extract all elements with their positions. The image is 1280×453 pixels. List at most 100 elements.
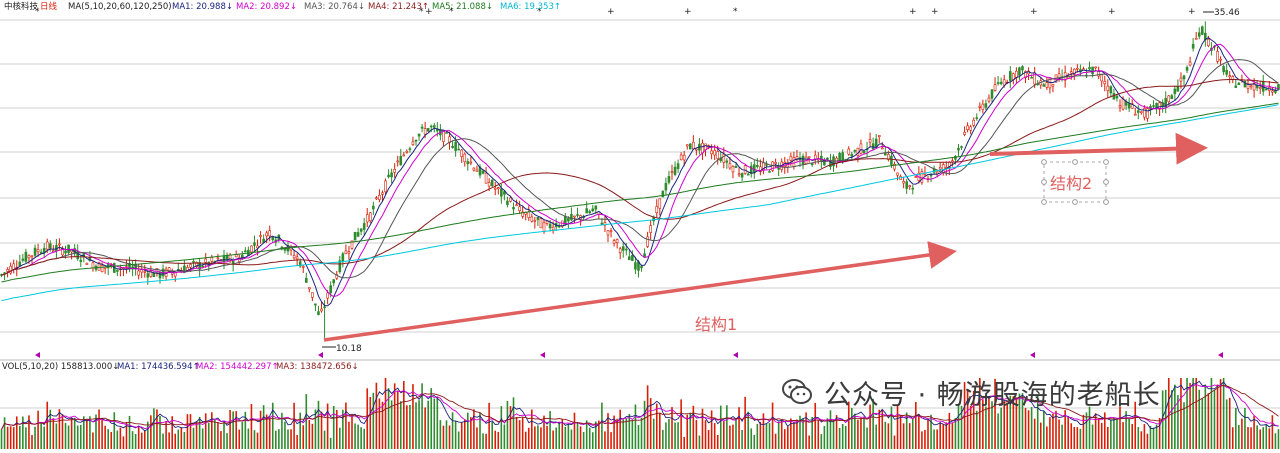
volume-bar [296, 435, 298, 449]
candle-body [1076, 67, 1079, 70]
candle-body [588, 211, 592, 214]
candle-body [545, 220, 549, 224]
candle-body [978, 105, 982, 108]
ma3-value: MA3: 20.764↓ [304, 2, 365, 12]
volume-bar [1064, 410, 1066, 449]
volume-bar [808, 435, 810, 449]
candle-body [963, 131, 966, 135]
candle-body [381, 192, 384, 195]
volume-bar [793, 421, 795, 449]
volume-bar [244, 411, 247, 449]
candle-body [506, 200, 509, 206]
volume-bar [271, 402, 274, 449]
candle-body [496, 187, 500, 190]
volume-bar [540, 427, 542, 449]
volume-bar [985, 406, 987, 449]
candle-body [372, 205, 375, 210]
volume-bar [1186, 378, 1188, 449]
volume-bar [207, 422, 210, 449]
candle-body [399, 156, 403, 166]
volume-bar [43, 426, 45, 449]
volume-bar [384, 378, 387, 449]
candle-body [1194, 37, 1198, 40]
volume-bar [851, 407, 853, 449]
volume-bar [122, 436, 125, 449]
candle-body [676, 163, 680, 169]
volume-bar [137, 426, 140, 449]
volume-bar [738, 407, 740, 449]
volume-bar [567, 424, 570, 449]
volume-bar [674, 422, 676, 449]
candle-body [85, 262, 89, 266]
volume-bar [777, 421, 780, 449]
volume-bar [323, 430, 326, 449]
volume-bar [649, 398, 652, 449]
candle-body [329, 285, 332, 294]
volume-bar [311, 423, 314, 449]
volume-bar [546, 425, 548, 449]
candle-body [640, 265, 643, 269]
volume-bar [421, 383, 423, 449]
volume-bar [1119, 406, 1121, 449]
structure2-label: 结构2 [1050, 174, 1092, 193]
box-handle [1072, 199, 1078, 205]
candle-body [1008, 71, 1012, 81]
volume-bar [1027, 410, 1030, 449]
candle-body [6, 269, 9, 272]
candle-body [204, 258, 208, 263]
volume-label: VOL(5,10,20) 158813.000↓ [2, 362, 119, 372]
candle-body [326, 292, 329, 299]
ma3-line [1, 59, 1279, 279]
volume-bar [847, 401, 850, 449]
candle-body [682, 154, 686, 161]
volume-bar [86, 419, 88, 449]
volume-bar [369, 397, 372, 449]
candle-body [667, 176, 671, 183]
candle-body [731, 166, 735, 173]
volume-bar [637, 425, 640, 449]
candle-body [356, 232, 360, 237]
candle-body [100, 265, 104, 272]
box-handle [1041, 159, 1047, 165]
volume-bar [19, 425, 21, 449]
volume-bar [183, 432, 186, 449]
candle-body [1185, 67, 1189, 71]
volume-bar [418, 400, 420, 449]
candle-body [957, 147, 960, 151]
volume-bar [15, 416, 18, 449]
volume-bar [1180, 378, 1182, 449]
volume-bar [555, 427, 557, 449]
volume-bar [107, 429, 109, 449]
high-price-label: 35.46 [1214, 8, 1240, 18]
volume-moving-averages [1, 380, 1279, 432]
volume-bar [147, 421, 149, 449]
volume-bar [381, 401, 384, 449]
volume-bar [832, 419, 835, 449]
candle-body [600, 222, 604, 225]
candle-body [1100, 74, 1104, 82]
volume-bar [1015, 397, 1018, 449]
candle-body [801, 155, 805, 165]
volume-bar [607, 413, 609, 449]
volume-bar [595, 421, 597, 449]
candle-body [304, 278, 308, 283]
watermark: 公众号 · 畅游股海的老船长 [780, 372, 1260, 412]
candle-body [451, 146, 454, 148]
volume-bar [774, 433, 777, 449]
volume-bar [1082, 414, 1085, 449]
volume-bar [268, 416, 271, 449]
volume-bar [1140, 431, 1143, 449]
volume-bar [128, 415, 131, 449]
volume-bar [933, 429, 935, 449]
volume-bar [396, 390, 399, 449]
volume-bar [3, 417, 6, 449]
volume-bar [1241, 418, 1243, 449]
candle-body [344, 250, 348, 254]
volume-bar [1073, 426, 1076, 449]
volume-bar [467, 412, 469, 449]
volume-bar [278, 429, 280, 449]
candle-body [515, 204, 518, 207]
volume-bar [171, 416, 173, 449]
volume-bar [345, 402, 347, 449]
candle-body [874, 138, 878, 148]
